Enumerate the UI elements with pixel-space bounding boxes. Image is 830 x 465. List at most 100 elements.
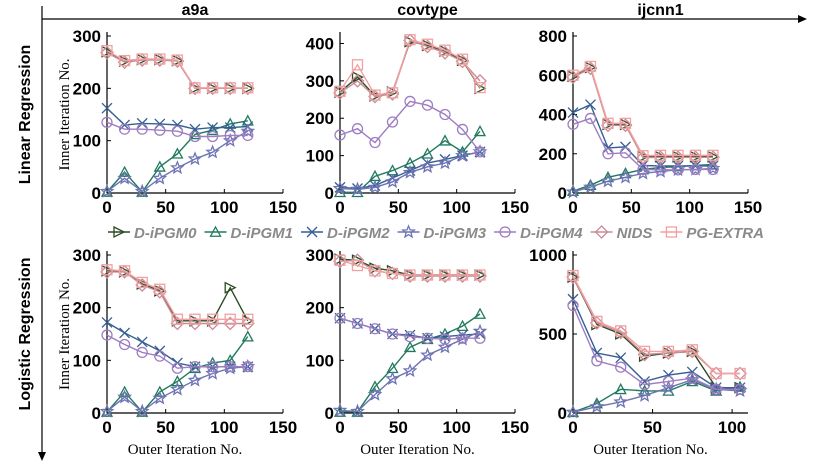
panel-3: 0 200 400 600 800 0 50 100 150 <box>539 27 763 217</box>
series-pg-extra <box>101 264 254 325</box>
data-point-pg-extra <box>602 117 614 129</box>
data-point-d-ipgm3 <box>385 173 400 189</box>
legend-marker-d-ipgm3-icon <box>401 224 417 239</box>
series-line-pg-extra <box>572 275 740 375</box>
series-d-ipgm3 <box>332 144 488 196</box>
data-point-pg-extra <box>189 82 201 94</box>
series-line-pg-extra <box>339 38 481 96</box>
data-point-pg-extra <box>136 276 148 289</box>
data-point-pg-extra <box>242 313 254 325</box>
x-tick-label: 0 <box>568 198 577 217</box>
data-point-d-ipgm3 <box>205 144 220 159</box>
data-point-d-ipgm4 <box>567 299 579 312</box>
data-point-pg-extra <box>242 82 254 94</box>
data-point-d-ipgm4 <box>351 317 364 330</box>
data-point-d-ipgm3 <box>565 184 581 199</box>
legend-label-d-ipgm3: D-iPGM3 <box>424 225 487 242</box>
data-point-d-ipgm1 <box>188 128 202 140</box>
y-tick-label: 200 <box>539 145 567 164</box>
data-point-d-ipgm4 <box>689 163 702 176</box>
data-point-pg-extra <box>351 59 364 71</box>
series-pg-extra <box>334 34 486 101</box>
data-point-d-ipgm3 <box>187 151 203 166</box>
data-point-d-ipgm4 <box>404 330 416 343</box>
y-tick-label: 0 <box>92 184 101 203</box>
data-point-d-ipgm4 <box>456 332 469 344</box>
data-point-d-ipgm4 <box>224 129 236 142</box>
series-d-ipgm4 <box>567 112 719 176</box>
x-tick-label: 0 <box>335 418 344 437</box>
y-tick-label: 200 <box>306 109 334 128</box>
data-point-d-ipgm2 <box>591 347 603 359</box>
data-point-d-ipgm2 <box>119 327 131 339</box>
data-point-d-ipgm3 <box>332 180 348 195</box>
data-point-pg-extra <box>474 269 486 281</box>
series-pg-extra <box>334 254 486 281</box>
y-tick-label: 200 <box>306 299 334 318</box>
data-point-pg-extra <box>474 81 486 94</box>
panel-5: 0 100 200 300 0 50 100 150 Outer Iteration No. <box>306 246 530 458</box>
data-point-nids <box>709 366 724 381</box>
y-tick-label: 1000 <box>529 246 567 265</box>
y-tick-label: 0 <box>558 184 567 203</box>
data-point-d-ipgm4 <box>242 129 254 142</box>
data-point-d-ipgm4 <box>686 372 698 384</box>
data-point-d-ipgm4 <box>171 362 184 374</box>
data-point-pg-extra <box>369 89 381 101</box>
series-nids <box>100 264 255 331</box>
data-point-d-ipgm4 <box>439 333 451 345</box>
data-point-d-ipgm3 <box>205 365 220 380</box>
x-tick-label: 0 <box>335 198 344 217</box>
data-point-d-ipgm3 <box>637 387 652 402</box>
data-point-d-ipgm1 <box>171 375 184 387</box>
data-point-d-ipgm4 <box>386 116 399 128</box>
series-d-ipgm1 <box>333 307 487 417</box>
data-point-d-ipgm1 <box>188 361 202 374</box>
data-point-pg-extra <box>567 69 579 81</box>
series-d-ipgm3 <box>332 323 488 418</box>
data-point-pg-extra <box>386 267 399 280</box>
data-point-d-ipgm1 <box>368 380 382 392</box>
data-point-d-ipgm3 <box>437 155 453 170</box>
data-point-nids <box>473 269 487 283</box>
x-tick-label: 50 <box>156 198 175 217</box>
data-point-nids <box>135 278 150 292</box>
data-point-d-ipgm3 <box>472 323 488 338</box>
data-point-pg-extra <box>710 367 722 380</box>
data-point-nids <box>637 347 652 362</box>
data-point-pg-extra <box>171 313 184 325</box>
data-point-d-ipgm1 <box>456 319 469 332</box>
data-point-d-ipgm3 <box>350 403 365 418</box>
column-axis-arrow-icon <box>798 15 807 23</box>
data-point-d-ipgm2 <box>439 331 451 343</box>
data-point-nids <box>438 45 452 60</box>
data-point-nids <box>385 266 400 281</box>
data-point-nids <box>205 316 220 331</box>
legend-marker-nids-icon <box>594 225 609 239</box>
x-tick-label: 100 <box>442 198 470 217</box>
series-d-ipgm4 <box>101 116 254 143</box>
data-point-pg-extra <box>334 254 346 266</box>
data-point-pg-extra <box>404 34 416 46</box>
legend-item-nids: NIDS <box>590 225 652 242</box>
x-tick-label: 50 <box>156 418 175 437</box>
x-tick-label: 50 <box>622 198 641 217</box>
x-tick-label: 100 <box>210 418 238 437</box>
series-d-ipgm4 <box>101 329 254 374</box>
data-point-d-ipgm4 <box>189 130 201 143</box>
series-line-nids <box>107 271 248 325</box>
x-tick-label: 150 <box>734 198 762 217</box>
data-point-pg-extra <box>439 269 451 281</box>
data-point-d-ipgm0 <box>474 82 487 95</box>
series-line-d-ipgm2 <box>572 298 740 389</box>
data-point-d-ipgm4 <box>615 361 627 373</box>
legend-item-d-ipgm1: D-iPGM1 <box>204 225 293 242</box>
data-point-pg-extra <box>456 53 469 65</box>
series-line-d-ipgm4 <box>106 121 248 138</box>
legend: D-iPGM0 D-iPGM1 D-iPGM2 D-iPGM3 D-iPGM4 NIDS P… <box>108 224 764 242</box>
data-point-pg-extra <box>439 44 451 56</box>
y-tick-label: 200 <box>73 79 101 98</box>
data-point-pg-extra <box>404 269 416 281</box>
data-point-d-ipgm3 <box>187 372 203 387</box>
data-point-nids <box>240 316 255 331</box>
